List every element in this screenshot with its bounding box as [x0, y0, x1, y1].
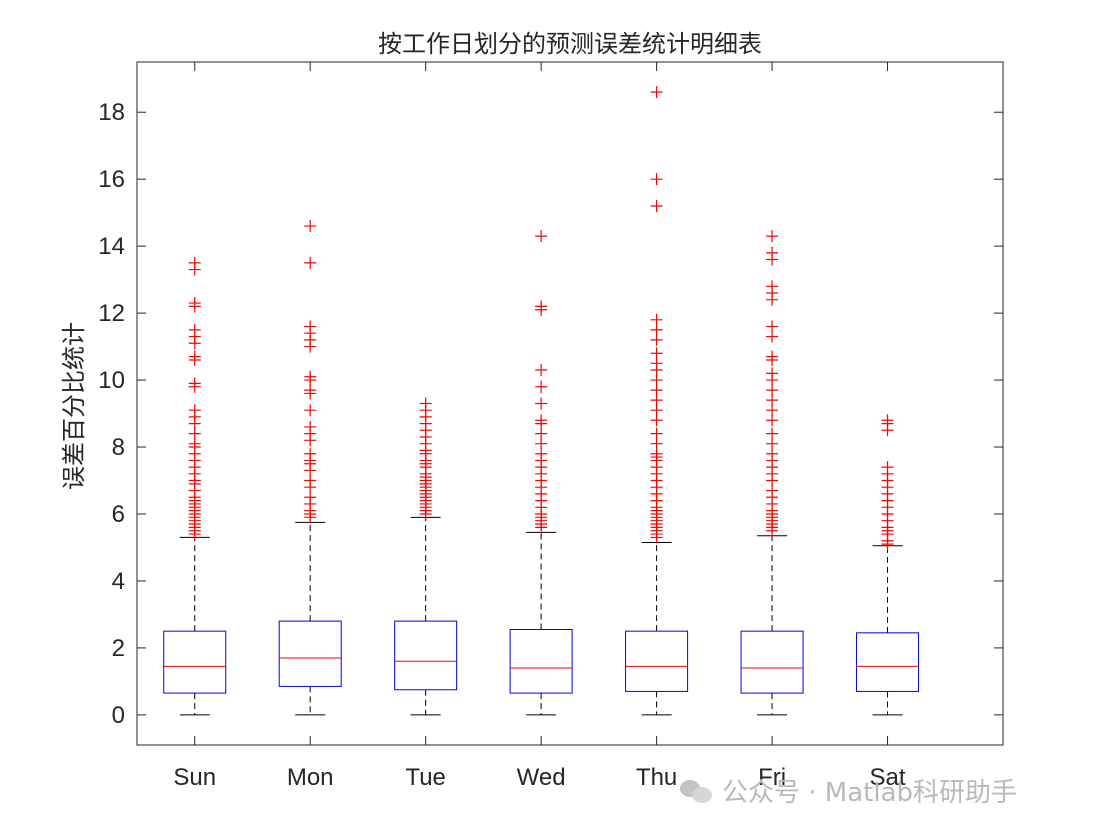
outlier-marker: [650, 427, 663, 440]
outlier-marker: [650, 333, 663, 346]
plot-area: 0 2 4 6 8 10 12 14 16 18 Sun Mon Tue Wed Thu Fri Sat: [98, 61, 1004, 791]
outlier-marker: [766, 230, 779, 243]
chart-title: 按工作日划分的预测误差统计明细表: [378, 30, 762, 58]
outlier-marker: [188, 350, 201, 363]
box-thu: [625, 630, 689, 692]
outlier-marker: [766, 414, 779, 427]
outlier-marker: [766, 404, 779, 417]
outlier-marker: [650, 323, 663, 336]
outlier-marker: [766, 484, 779, 497]
outlier-marker: [188, 377, 201, 390]
y-tick-label: 14: [98, 233, 125, 260]
outlier-marker: [766, 330, 779, 343]
outlier-marker: [188, 297, 201, 310]
outlier-marker: [766, 320, 779, 333]
outlier-marker: [650, 313, 663, 326]
x-tick-label: Mon: [287, 764, 334, 791]
outlier-marker: [304, 384, 317, 397]
outlier-marker: [535, 427, 548, 440]
outlier-marker: [766, 394, 779, 407]
outlier-marker: [304, 256, 317, 269]
box-fri: [740, 630, 804, 694]
y-tick-label: 18: [98, 99, 125, 126]
outlier-marker: [304, 474, 317, 487]
outlier-marker: [304, 370, 317, 383]
x-tick-label: Wed: [517, 764, 566, 791]
outlier-marker: [535, 364, 548, 377]
y-tick-label: 12: [98, 300, 125, 327]
outlier-marker: [304, 320, 317, 333]
outlier-marker: [188, 427, 201, 440]
wechat-icon: [680, 778, 712, 804]
outlier-marker: [535, 300, 548, 313]
outlier-marker: [535, 380, 548, 393]
outlier-marker: [304, 491, 317, 504]
outlier-marker: [304, 220, 317, 233]
outlier-marker: [535, 397, 548, 410]
outlier-marker: [304, 404, 317, 417]
x-tick-label: Fri: [758, 764, 786, 791]
y-tick-label: 6: [112, 501, 125, 528]
outlier-marker: [766, 246, 779, 259]
outlier-marker: [650, 414, 663, 427]
y-tick-label: 2: [112, 635, 125, 662]
outlier-marker: [419, 397, 432, 410]
y-tick-label: 10: [98, 367, 125, 394]
y-tick-label: 0: [112, 702, 125, 729]
box-wed: [509, 628, 573, 694]
outlier-marker: [881, 414, 894, 427]
outlier-marker: [535, 437, 548, 450]
outlier-marker: [650, 394, 663, 407]
outlier-marker: [304, 420, 317, 433]
box-sun: [163, 630, 227, 694]
outlier-marker: [650, 374, 663, 387]
outlier-marker: [766, 350, 779, 363]
outlier-marker: [188, 404, 201, 417]
y-tick-label: 16: [98, 166, 125, 193]
outlier-marker: [535, 447, 548, 460]
y-tick-label: 8: [112, 434, 125, 461]
outlier-marker: [535, 230, 548, 243]
watermark: 公众号 · Matlab科研助手: [680, 772, 1017, 809]
outlier-marker: [650, 404, 663, 417]
outlier-marker: [188, 437, 201, 450]
outlier-marker: [304, 447, 317, 460]
x-tick-label: Sat: [870, 764, 906, 791]
outlier-marker: [650, 447, 663, 460]
outlier-marker: [650, 86, 663, 99]
outlier-marker: [766, 447, 779, 460]
outlier-marker: [188, 256, 201, 269]
x-tick-label: Tue: [405, 764, 445, 791]
plot-frame: [136, 61, 1004, 746]
outlier-marker: [766, 437, 779, 450]
watermark-text: 公众号 · Matlab科研助手: [722, 778, 1018, 808]
y-tick-label: 4: [112, 568, 125, 595]
outlier-marker: [650, 347, 663, 360]
outlier-marker: [650, 173, 663, 186]
outlier-marker: [766, 427, 779, 440]
outlier-marker: [766, 280, 779, 293]
outlier-marker: [766, 367, 779, 380]
x-tick-label: Thu: [636, 764, 677, 791]
x-tick-label: Sun: [173, 764, 216, 791]
outlier-marker: [650, 199, 663, 212]
box-sat: [856, 632, 920, 692]
outlier-marker: [766, 384, 779, 397]
outlier-marker: [881, 461, 894, 474]
outlier-marker: [650, 437, 663, 450]
y-axis-label: 误差百分比统计: [60, 322, 88, 490]
outlier-marker: [650, 357, 663, 370]
box-tue: [394, 620, 458, 691]
box-mon: [278, 620, 342, 687]
outlier-marker: [535, 414, 548, 427]
outlier-marker: [650, 384, 663, 397]
outlier-marker: [188, 323, 201, 336]
